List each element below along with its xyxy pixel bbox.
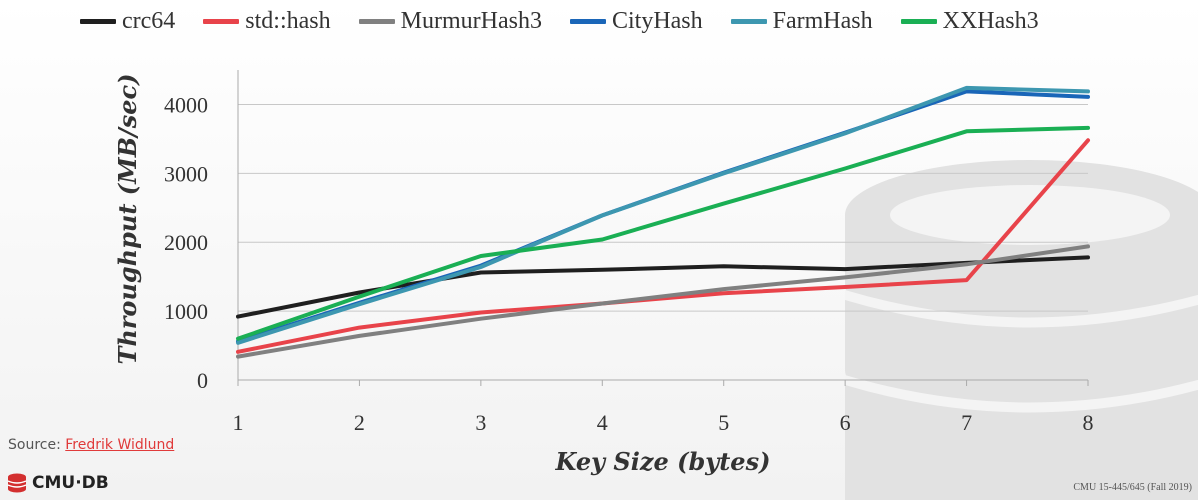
y-axis-title: Throughput (MB/sec): [113, 73, 142, 364]
legend-swatch-murmurhash3: [358, 18, 395, 24]
source-credit: Source: Fredrik Widlund: [8, 437, 174, 453]
series-line-murmurhash3: [236, 244, 1090, 359]
legend-label-xxhash3: XXHash3: [942, 7, 1039, 34]
y-tick-label-3000: 3000: [164, 161, 208, 186]
x-tick-label-5: 5: [718, 410, 729, 435]
series-line-std-hash: [236, 138, 1090, 354]
legend-item-farmhash: FarmHash: [730, 7, 873, 35]
series-line-farmhash: [236, 85, 1090, 345]
x-tick-label-7: 7: [961, 410, 972, 435]
database-icon: [7, 473, 27, 493]
x-tick-label-6: 6: [840, 410, 851, 435]
series-line-xxhash3: [236, 125, 1090, 341]
legend-swatch-xxhash3: [900, 18, 937, 24]
x-tick-label-2: 2: [354, 410, 365, 435]
x-tick-label-8: 8: [1083, 410, 1094, 435]
y-tick-label-0: 0: [197, 368, 208, 393]
y-tick-label-2000: 2000: [164, 230, 208, 255]
x-tick-label-3: 3: [475, 410, 486, 435]
y-tick-label-1000: 1000: [164, 299, 208, 324]
course-footer: CMU 15-445/645 (Fall 2019): [1073, 482, 1192, 493]
source-label: Source:: [8, 437, 61, 453]
x-tick-label-1: 1: [233, 410, 244, 435]
legend-item-crc64: crc64: [80, 8, 175, 35]
legend-item-murmurhash3: MurmurHash3: [358, 7, 542, 35]
legend-item-std-hash: std::hash: [203, 7, 331, 35]
legend-label-farmhash: FarmHash: [772, 7, 873, 34]
legend-item-cityhash: CityHash: [569, 7, 703, 35]
legend-swatch-crc64: [80, 18, 116, 24]
source-link[interactable]: Fredrik Widlund: [65, 437, 175, 453]
logo-text: CMU·DB: [32, 473, 109, 493]
legend-item-xxhash3: XXHash3: [900, 7, 1039, 35]
chart-legend: crc64 std::hash MurmurHash3 CityHash FarmHas…: [80, 4, 1039, 38]
legend-swatch-cityhash: [569, 18, 606, 24]
legend-label-std-hash: std::hash: [245, 7, 331, 34]
legend-label-murmurhash3: MurmurHash3: [400, 7, 542, 34]
x-axis-title: Key Size (bytes): [555, 447, 771, 476]
cmu-db-logo: CMU·DB: [6, 472, 109, 494]
legend-swatch-std-hash: [203, 18, 240, 24]
legend-swatch-farmhash: [730, 18, 767, 24]
legend-label-cityhash: CityHash: [611, 7, 703, 34]
legend-label-crc64: crc64: [122, 7, 176, 34]
y-tick-label-4000: 4000: [164, 92, 208, 117]
x-tick-label-4: 4: [597, 410, 608, 435]
